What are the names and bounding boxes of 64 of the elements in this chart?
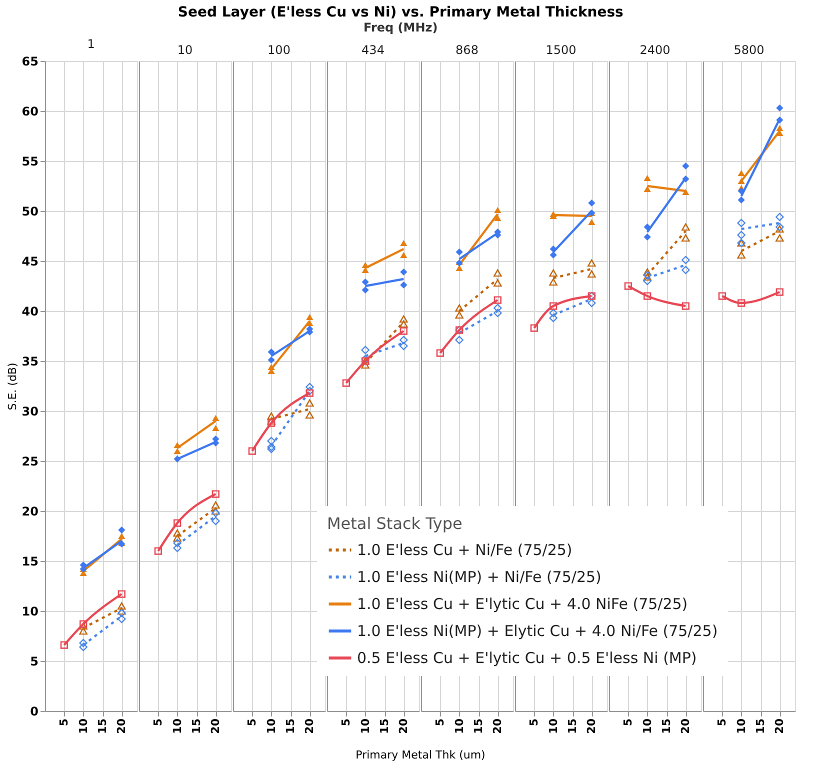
x-tick-label: 20 xyxy=(679,718,692,734)
x-tick-label: 20 xyxy=(397,718,410,734)
legend-label: 1.0 E'less Cu + Ni/Fe (75/25) xyxy=(357,541,572,559)
x-tick-label: 10 xyxy=(734,718,748,734)
y-tick-label: 5 xyxy=(30,654,38,668)
x-tick-label: 15 xyxy=(284,718,297,734)
x-tick-label: 20 xyxy=(491,718,504,734)
x-tick-label: 15 xyxy=(96,718,109,734)
y-tick-label: 60 xyxy=(22,104,38,118)
legend-label: 1.0 E'less Ni(MP) + Elytic Cu + 4.0 Ni/Fe (75/25) xyxy=(357,622,718,640)
chart-title: 868 xyxy=(456,43,478,57)
legend-label: 1.0 E'less Ni(MP) + Ni/Fe (75/25) xyxy=(357,568,602,586)
chart-title: 434 xyxy=(362,43,384,57)
x-tick-label: 20 xyxy=(209,718,222,734)
y-tick-label: 20 xyxy=(22,504,38,518)
chart-title: 1500 xyxy=(546,43,576,57)
x-tick-label: 15 xyxy=(566,718,579,734)
x-tick-label: 5 xyxy=(528,718,541,726)
chart-title: 5800 xyxy=(734,43,764,57)
x-tick-label: 10 xyxy=(264,718,278,734)
chart-title: 100 xyxy=(268,43,290,57)
y-tick-label: 10 xyxy=(22,604,38,618)
x-tick-label: 5 xyxy=(58,718,71,726)
x-tick-label: 15 xyxy=(472,718,485,734)
y-tick-label: 15 xyxy=(22,554,38,568)
x-tick-label: 10 xyxy=(546,718,560,734)
legend-label: 1.0 E'less Cu + E'lytic Cu + 4.0 NiFe (75/25) xyxy=(357,595,688,613)
legend-label: 0.5 E'less Cu + E'lytic Cu + 0.5 E'less Ni (MP) xyxy=(357,649,697,667)
x-tick-label: 15 xyxy=(378,718,391,734)
x-tick-label: 10 xyxy=(170,718,184,734)
x-tick-label: 20 xyxy=(303,718,316,734)
x-tick-label: 20 xyxy=(773,718,786,734)
x-tick-label: 10 xyxy=(76,718,90,734)
y-tick-label: 40 xyxy=(22,304,38,318)
x-tick-label: 20 xyxy=(585,718,598,734)
y-tick-label: 30 xyxy=(22,404,38,418)
x-tick-label: 10 xyxy=(640,718,654,734)
y-tick-label: 50 xyxy=(22,204,38,218)
chart-title: 1 xyxy=(87,37,95,51)
legend-title: Metal Stack Type xyxy=(327,514,462,533)
y-tick-label: 0 xyxy=(30,704,38,718)
x-tick-label: 10 xyxy=(452,718,466,734)
x-tick-label: 5 xyxy=(716,718,729,726)
chart-title: 2400 xyxy=(640,43,670,57)
x-tick-label: 15 xyxy=(660,718,673,734)
x-tick-label: 5 xyxy=(622,718,635,726)
text: Freq (MHz) xyxy=(364,20,438,34)
x-axis-title: Primary Metal Thk (um) xyxy=(356,748,486,762)
y-tick-label: 45 xyxy=(22,254,38,268)
text: Seed Layer (E'less Cu vs Ni) vs. Primary Metal Thickness xyxy=(178,4,624,20)
chart-title: 10 xyxy=(177,43,193,57)
y-tick-label: 55 xyxy=(22,154,38,168)
x-tick-label: 5 xyxy=(434,718,447,726)
x-tick-label: 5 xyxy=(246,718,259,726)
y-tick-label: 25 xyxy=(22,454,38,468)
x-tick-label: 20 xyxy=(115,718,128,734)
y-tick-label: 65 xyxy=(22,54,38,68)
x-tick-label: 15 xyxy=(190,718,203,734)
x-tick-label: 15 xyxy=(754,718,767,734)
y-axis-title: S.E. (dB) xyxy=(6,362,19,410)
x-tick-label: 5 xyxy=(340,718,353,726)
x-tick-label: 5 xyxy=(152,718,165,726)
y-tick-label: 35 xyxy=(22,354,38,368)
x-tick-label: 10 xyxy=(358,718,372,734)
